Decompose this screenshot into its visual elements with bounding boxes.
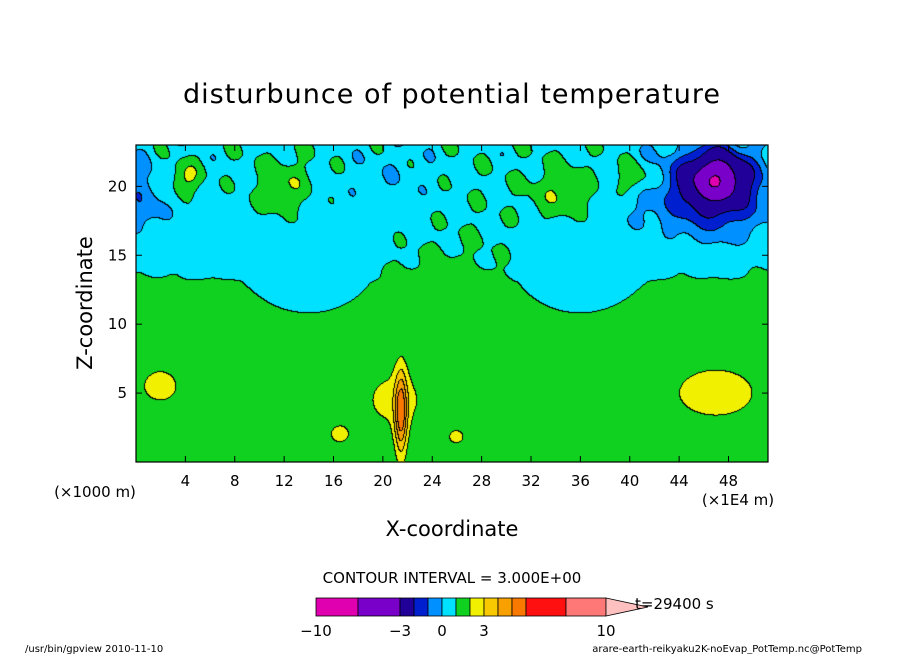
colorbar-cell bbox=[565, 597, 607, 617]
contour-field bbox=[136, 145, 768, 462]
colorbar-cell bbox=[469, 597, 485, 617]
colorbar-cell bbox=[413, 597, 429, 617]
colorbar-tick-label: 3 bbox=[479, 622, 489, 640]
x-tick-label: 24 bbox=[423, 472, 442, 490]
colorbar-cell bbox=[525, 597, 567, 617]
x-tick-label: 40 bbox=[620, 472, 639, 490]
x-axis-label: X-coordinate bbox=[386, 517, 519, 541]
x-tick-label: 12 bbox=[275, 472, 294, 490]
colorbar-cell bbox=[483, 597, 499, 617]
y-tick-label: 10 bbox=[108, 315, 127, 333]
plot-frame bbox=[135, 144, 769, 463]
colorbar: −10 −3 0 3 10 bbox=[300, 597, 649, 640]
x-tick-label: 36 bbox=[571, 472, 590, 490]
y-tick-label: 20 bbox=[108, 177, 127, 195]
colorbar-cell bbox=[427, 597, 443, 617]
chart-title: disturbunce of potential temperature bbox=[183, 79, 721, 110]
x-tick-label: 20 bbox=[373, 472, 392, 490]
y-tick-label: 5 bbox=[117, 384, 127, 402]
colorbar-cell bbox=[357, 597, 401, 617]
colorbar-cell bbox=[315, 597, 359, 617]
colorbar-tick-label: −10 bbox=[300, 622, 332, 640]
x-tick-label: 8 bbox=[230, 472, 240, 490]
colorbar-extension bbox=[605, 597, 649, 617]
colorbar-tick-label: 0 bbox=[437, 622, 447, 640]
colorbar-tick-label: −3 bbox=[389, 622, 411, 640]
x-tick-label: 16 bbox=[324, 472, 343, 490]
colorbar-cell bbox=[441, 597, 457, 617]
y-tick-label: 15 bbox=[108, 246, 127, 264]
colorbar-cell bbox=[399, 597, 415, 617]
colorbar-cell bbox=[511, 597, 527, 617]
y-axis: 5 10 15 20 bbox=[108, 177, 768, 402]
y-axis-label: Z-coordinate bbox=[73, 236, 97, 370]
x-tick-label: 32 bbox=[521, 472, 540, 490]
plot-area bbox=[135, 144, 769, 463]
x-unit-left: (×1000 m) bbox=[54, 483, 136, 501]
contour-interval: CONTOUR INTERVAL = 3.000E+00 bbox=[323, 569, 582, 587]
footer-left: /usr/bin/gpview 2010-11-10 bbox=[25, 644, 163, 654]
x-unit-right: (×1E4 m) bbox=[702, 491, 774, 509]
footer-right: arare-earth-reikyaku2K-noEvap_PotTemp.nc… bbox=[592, 644, 862, 654]
colorbar-tick-label: 10 bbox=[596, 622, 615, 640]
x-axis: 4 8 12 16 20 24 28 32 36 40 44 48 bbox=[181, 145, 738, 490]
colorbar-cell bbox=[497, 597, 513, 617]
time-label: t=29400 s bbox=[635, 595, 714, 613]
x-tick-label: 28 bbox=[472, 472, 491, 490]
x-tick-label: 4 bbox=[181, 472, 191, 490]
x-tick-label: 48 bbox=[719, 472, 738, 490]
x-tick-label: 44 bbox=[670, 472, 689, 490]
colorbar-cell bbox=[455, 597, 471, 617]
